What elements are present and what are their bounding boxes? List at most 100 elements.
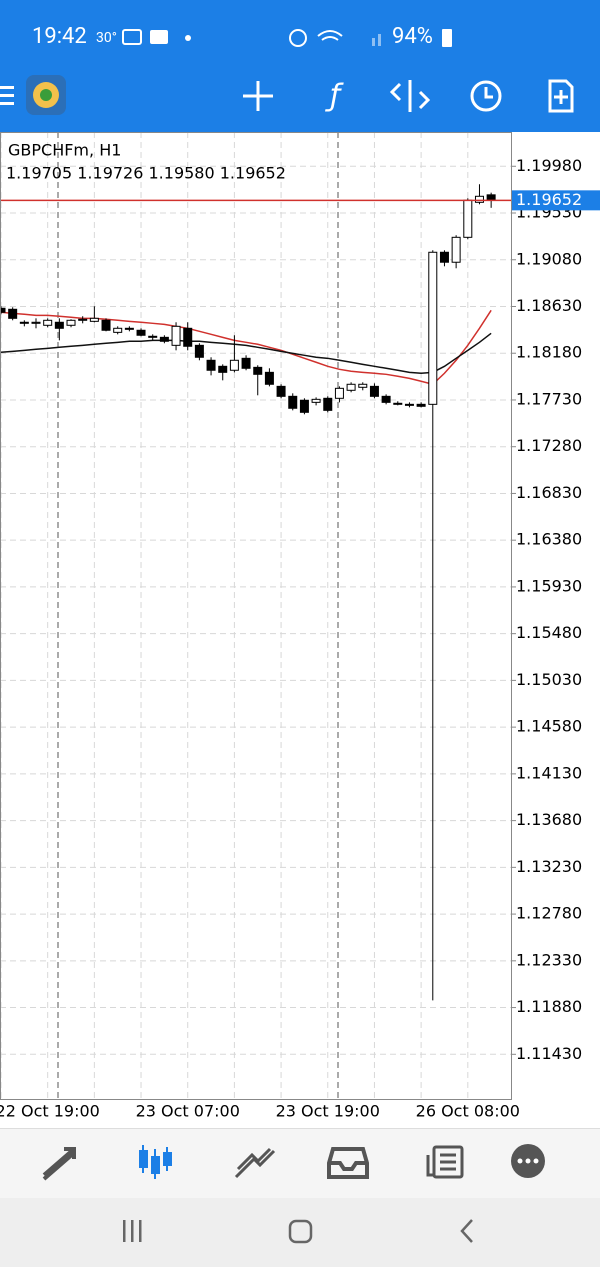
y-tick-label: 1.17280 [516,436,582,455]
y-tick-label: 1.16830 [516,483,582,502]
system-navigation [0,1198,600,1267]
candle-body [404,403,414,406]
candle-body [299,399,309,413]
quotes-tab[interactable] [42,1147,76,1181]
candle-body [241,357,251,369]
candle-body [369,385,379,397]
candle-body [171,325,181,346]
chat-tab[interactable] [511,1144,545,1178]
candle-body [218,365,228,373]
candle-body [393,402,403,405]
y-tick-label: 1.18180 [516,343,582,362]
candle-body [31,321,41,324]
chart-background [0,132,600,1128]
bottom-navigation [0,1128,600,1199]
x-tick-label: 23 Oct 07:00 [136,1102,240,1121]
new-order-button[interactable] [548,79,574,113]
y-tick-label: 1.14130 [516,763,582,782]
y-tick-label: 1.15930 [516,576,582,595]
status-bar: 19:42 30° 94% [0,0,600,72]
candle-body [78,318,88,321]
crosshair-button[interactable] [243,81,273,111]
candle-body [451,236,461,263]
candle-body [159,336,169,342]
menu-button[interactable] [0,86,14,105]
candle-body [148,335,158,338]
candle-body [89,317,99,322]
candle-body [323,397,333,411]
candle-body [206,359,216,371]
status-icons [122,29,452,47]
candle-body [428,251,438,405]
candle-body [101,319,111,331]
candle-body [358,383,368,388]
y-tick-label: 1.18630 [516,296,582,315]
y-tick-label: 1.16380 [516,530,582,549]
candle-body [334,387,344,399]
last-price-badge [512,190,600,211]
candle-body [463,199,473,238]
candle-body [66,319,76,326]
candle-body [486,194,496,201]
y-tick-label: 1.19080 [516,249,582,268]
chart: 1.199801.195301.190801.186301.181801.177… [0,132,600,1128]
y-tick-label: 1.11430 [516,1044,582,1063]
y-tick-label: 1.12330 [516,950,582,969]
candle-body [416,403,426,407]
candle-body [381,395,391,403]
trade-tab[interactable] [234,1147,276,1179]
candle-body [113,327,123,333]
plot-frame [0,132,512,1100]
candle-body [54,321,64,329]
x-tick-label: 26 Oct 08:00 [416,1102,520,1121]
system-nav-icons [123,1219,473,1244]
symbol-title: GBPCHFm, H1 [8,141,121,160]
last-price-label: 1.19652 [516,190,582,209]
home-button[interactable] [288,1219,313,1244]
y-tick-label: 1.15480 [516,623,582,642]
candle-body [124,327,134,330]
indicators-button[interactable]: ƒ [325,79,344,114]
status-temperature: 30° [96,30,117,46]
chart-tab[interactable] [139,1145,172,1179]
candle-body [43,319,53,326]
status-time: 19:42 [32,24,87,49]
y-tick-label: 1.12780 [516,904,582,923]
app-logo [26,75,66,115]
recents-button[interactable] [123,1220,142,1242]
ohlc-readout: 1.19705 1.19726 1.19580 1.19652 [6,164,286,183]
y-tick-label: 1.13230 [516,857,582,876]
candle-body [276,385,286,397]
moving-average-line [0,332,492,375]
news-tab[interactable] [426,1145,464,1179]
candle-body [474,195,484,203]
candle-body [194,344,204,358]
candle-body [8,308,18,319]
toolbar: ƒ [0,75,574,115]
candle-body [136,329,146,336]
y-tick-label: 1.13680 [516,810,582,829]
symbols-button[interactable] [389,80,431,112]
y-tick-label: 1.14580 [516,717,582,736]
x-tick-label: 22 Oct 19:00 [0,1102,100,1121]
candle-body [183,327,193,347]
back-button[interactable] [460,1219,473,1243]
y-tick-label: 1.19980 [516,156,582,175]
timeframe-button[interactable] [470,80,502,112]
candle-body [264,371,274,385]
bottom-nav-icons [42,1144,545,1181]
y-tick-label: 1.11880 [516,997,582,1016]
status-battery: 94% [392,24,433,49]
y-tick-label: 1.15030 [516,670,582,689]
candle-body [346,383,356,391]
candle-body [288,395,298,409]
candle-body [311,398,321,403]
candle-body [439,251,449,263]
x-tick-label: 23 Oct 19:00 [276,1102,380,1121]
app-header: 19:42 30° 94% ƒ [0,0,600,132]
candle-body [253,366,263,375]
history-tab[interactable] [327,1147,369,1179]
y-tick-label: 1.17730 [516,389,582,408]
candle-body [229,359,239,371]
